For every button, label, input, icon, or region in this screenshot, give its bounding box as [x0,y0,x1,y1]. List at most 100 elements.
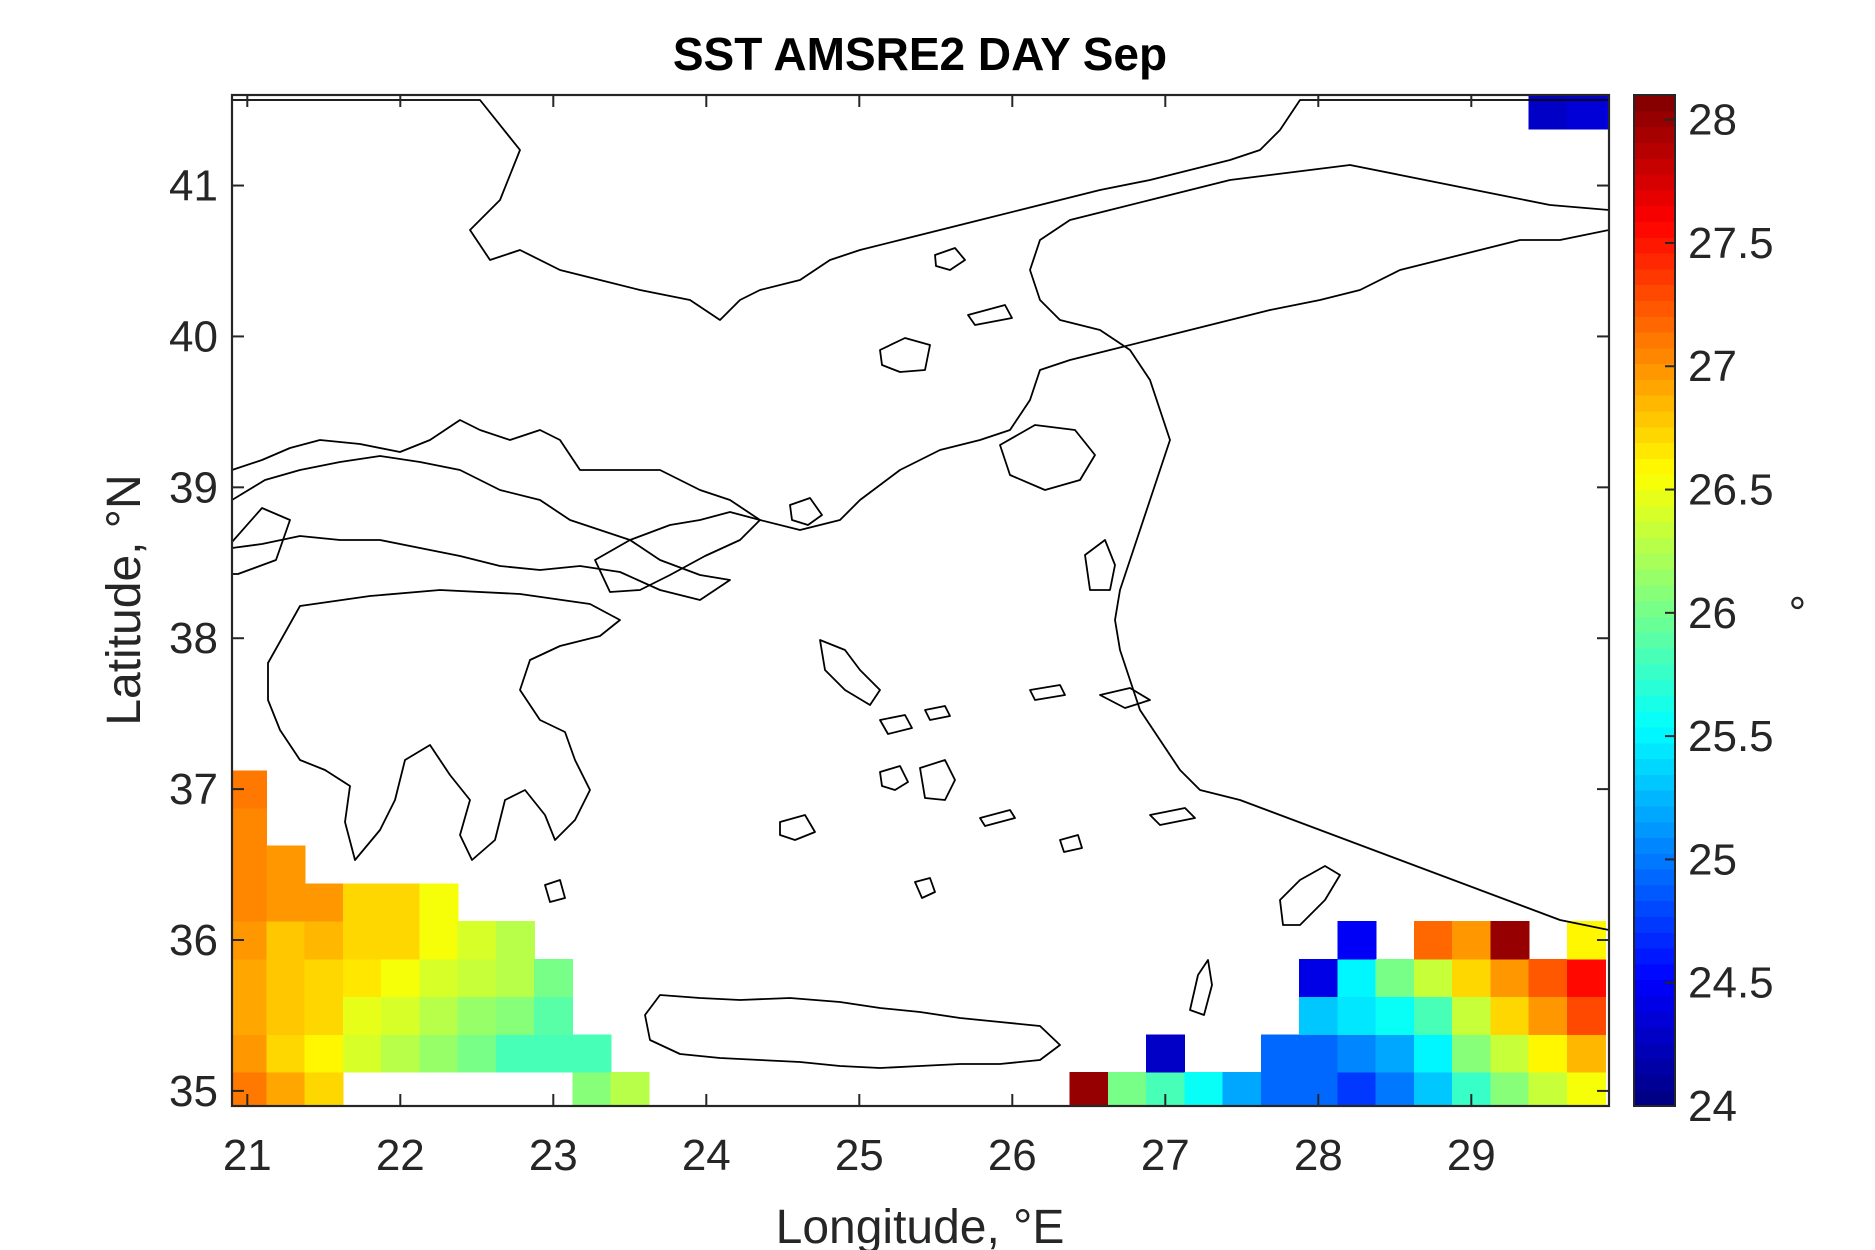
colorbar-step [1634,963,1675,981]
colorbar-step [1634,158,1675,175]
sst-cell [232,996,268,1035]
sst-cell [381,1034,421,1073]
coast-thessaly-macedonia [232,99,1609,531]
colorbar-step [1634,1027,1675,1044]
coast-thasos [934,247,966,271]
sst-cell [419,996,459,1035]
sst-cell [1375,958,1415,998]
colorbar-step [1634,95,1675,112]
colorbar-label: ° [1783,594,1832,612]
sst-cell [495,996,535,1035]
coast-tinos [879,714,913,735]
sst-cell [1490,1034,1530,1073]
sst-cell [1107,1072,1147,1106]
colorbar-step [1634,410,1675,428]
x-tick-label: 23 [529,1131,578,1180]
colorbar-step [1634,948,1675,965]
sst-cell [1605,95,1609,130]
sst-cell [304,1072,344,1106]
sst-cell [232,883,268,922]
sst-cell [1146,1034,1186,1073]
colorbar-step [1634,252,1675,270]
coast-mykonos [924,705,951,721]
x-axis: 21 22 23 24 25 26 27 28 29 [223,95,1496,1180]
colorbar-step [1634,237,1675,254]
sst-cell [304,958,344,998]
colorbar-tick-label: 26 [1688,589,1737,638]
sst-cell [381,958,421,998]
colorbar-step [1634,1011,1675,1028]
coast-ikaria [1029,684,1066,701]
colorbar-step [1634,884,1675,902]
sst-cell [1337,958,1377,998]
sst-cell [419,883,459,922]
sst-cell [419,921,459,960]
colorbar-step [1634,837,1675,854]
sst-cell [419,1034,459,1073]
coast-samothrace [967,304,1013,326]
colorbar-step [1634,458,1675,475]
colorbar-step [1634,758,1675,775]
colorbar-step [1634,711,1675,728]
sst-cell [266,958,306,998]
coast-andros [819,639,881,706]
y-tick-label: 37 [169,765,218,814]
sst-cell [534,996,574,1035]
colorbar-tick-label: 24.5 [1688,959,1774,1008]
sst-cell [304,883,344,922]
sst-cell [1566,996,1606,1035]
sst-cell [342,883,382,922]
colorbar-step [1634,395,1675,412]
colorbar-tick-label: 27 [1688,342,1737,391]
sst-cell [1375,1034,1415,1073]
sst-cell [495,958,535,998]
x-axis-label: Longitude, °E [776,1201,1065,1250]
y-tick-label: 40 [169,312,218,361]
coast-milos [779,814,816,841]
coast-mainland [232,507,291,575]
sst-cell [1337,1034,1377,1073]
colorbar-step [1634,173,1675,191]
colorbar-step [1634,790,1675,807]
coast-kythira [544,879,566,903]
colorbar-step [1634,331,1675,349]
coast-amorgos [979,809,1016,827]
colorbar-step [1634,553,1675,570]
sst-cell [1566,1072,1606,1106]
colorbar-step [1634,584,1675,602]
sst-cell [1452,996,1492,1035]
coast-santorini [914,877,936,899]
sst-cell [266,921,306,960]
sst-cell [1413,1034,1453,1073]
coast-central-greece [232,455,731,601]
x-tick-label: 29 [1447,1131,1496,1180]
x-tick-label: 25 [835,1131,884,1180]
sst-cell [1528,95,1568,130]
colorbar-step [1634,616,1675,633]
x-tick-label: 21 [223,1131,272,1180]
sst-cell [1069,1072,1109,1106]
sst-cell [534,1034,574,1073]
colorbar-step [1634,916,1675,933]
sst-cell [1375,1072,1415,1106]
colorbar-step [1634,568,1675,586]
sst-cell [381,996,421,1035]
sst-cell [1222,1072,1262,1106]
x-tick-label: 24 [682,1131,731,1180]
colorbar-step [1634,1058,1675,1076]
sst-cell [1528,1034,1568,1073]
sst-cell [266,1034,306,1073]
y-tick-label: 36 [169,916,218,965]
sst-cell [1413,996,1453,1035]
sst-cell [1260,1072,1300,1106]
sst-cell [342,921,382,960]
coast-peloponnese [267,589,621,861]
sst-cell [304,996,344,1035]
colorbar-frame [1633,94,1676,1107]
colorbar-step [1634,363,1675,380]
sst-cell [304,1034,344,1073]
sst-cell [266,996,306,1035]
coast-kos [1149,807,1196,826]
sst-cell [534,958,574,998]
